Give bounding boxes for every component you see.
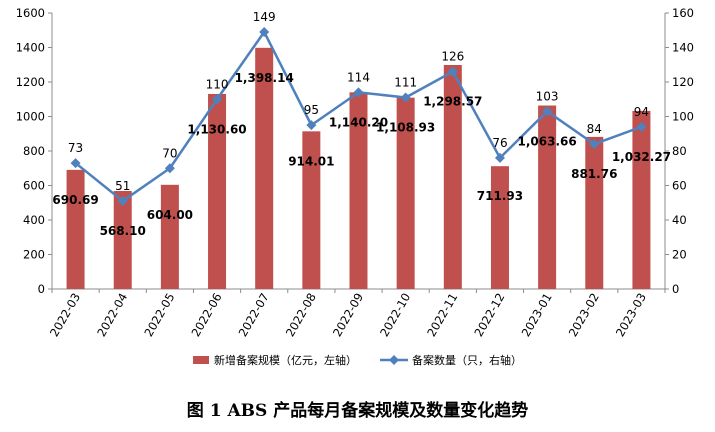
bar [208,93,227,289]
bar [443,64,462,289]
line-point [542,106,553,117]
x-tick-label: 2023-01 [519,291,555,340]
line-point [212,94,223,105]
bar-data-label: 1,298.57 [423,95,482,109]
bar [255,47,274,290]
bar-data-label: 568.10 [100,224,146,238]
x-tick-label: 2022-03 [47,291,83,340]
bar-data-label: 711.93 [477,189,523,203]
line-point [306,120,317,131]
bar-data-label: 1,032.27 [612,150,671,164]
x-tick-label: 2022-11 [424,291,460,340]
line-data-label: 114 [347,70,370,84]
left-tick-label: 200 [23,248,45,262]
line-data-label: 73 [68,141,83,155]
right-tick-label: 0 [672,282,679,296]
x-tick-label: 2022-09 [330,291,366,340]
left-tick-label: 1400 [16,41,45,55]
right-tick-label: 40 [672,213,687,227]
line-data-label: 126 [441,50,464,64]
x-tick-label: 2022-08 [283,291,319,340]
line-data-label: 110 [206,77,229,91]
left-tick-label: 400 [23,213,45,227]
left-tick-label: 1200 [16,75,45,89]
bar-data-label: 914.01 [288,154,334,168]
bar [160,184,179,289]
right-tick-label: 60 [672,179,687,193]
line-point [636,121,647,132]
bar-data-label: 1,140.20 [329,115,388,129]
x-tick-label: 2022-07 [236,291,272,340]
legend-label-bar: 新增备案规模（亿元，左轴） [214,353,357,367]
line-point [494,152,505,163]
x-tick-label: 2022-06 [188,291,224,340]
line-data-label: 70 [162,146,177,160]
bar [349,92,368,290]
line-point [70,158,81,169]
line-data-label: 76 [492,136,507,150]
x-tick-label: 2023-03 [613,291,649,340]
line-point [164,163,175,174]
line-data-label: 95 [304,103,319,117]
right-tick-label: 100 [672,110,694,124]
bar [396,97,415,290]
bar [632,110,651,289]
bar-data-label: 690.69 [52,193,98,207]
line-point [589,139,600,150]
left-tick-label: 0 [38,282,45,296]
line-point [259,26,270,37]
line-point [353,87,364,98]
right-tick-label: 80 [672,144,687,158]
bar [585,136,604,289]
line-data-label: 111 [394,76,417,90]
x-tick-label: 2022-12 [471,291,507,340]
x-tick-label: 2023-02 [566,291,602,340]
bar [302,131,321,289]
left-tick-label: 1600 [16,6,45,20]
bar [538,105,557,289]
line-data-label: 103 [536,89,559,103]
x-tick-label: 2022-05 [141,291,177,340]
bar-data-label: 604.00 [147,208,193,222]
plot-area: 0 200 400 600 800 1000 1200 1400 1600 0 20 40 60 80 10… [16,6,694,339]
line-point [447,66,458,77]
bar-data-label: 1,130.60 [187,122,246,136]
left-tick-label: 800 [23,144,45,158]
bar-data-label: 1,398.14 [235,71,294,85]
legend-marker [389,355,399,365]
x-tick-label: 2022-10 [377,291,413,340]
right-tick-label: 160 [672,6,694,20]
right-tick-label: 20 [672,248,687,262]
legend: 新增备案规模（亿元，左轴） 备案数量（只，右轴） [193,353,522,367]
bar [66,169,85,289]
x-tick-label: 2022-04 [94,291,130,340]
left-tick-label: 1000 [16,110,45,124]
line-data-label: 84 [587,122,602,136]
line-data-label: 51 [115,179,130,193]
left-tick-label: 600 [23,179,45,193]
right-tick-label: 120 [672,75,694,89]
legend-label-line: 备案数量（只，右轴） [412,353,522,367]
bar-data-label: 1,108.93 [376,121,435,135]
figure-caption: 图 1 ABS 产品每月备案规模及数量变化趋势 [186,401,529,421]
line-data-label: 94 [634,105,649,119]
line-point [117,196,128,207]
right-tick-label: 140 [672,41,694,55]
bar [490,166,509,289]
line-point [400,92,411,103]
bar-data-label: 881.76 [571,167,617,181]
legend-swatch-bar [193,356,209,364]
line-data-label: 149 [253,10,276,24]
bar [113,191,132,289]
bar-data-label: 1,063.66 [518,134,577,148]
